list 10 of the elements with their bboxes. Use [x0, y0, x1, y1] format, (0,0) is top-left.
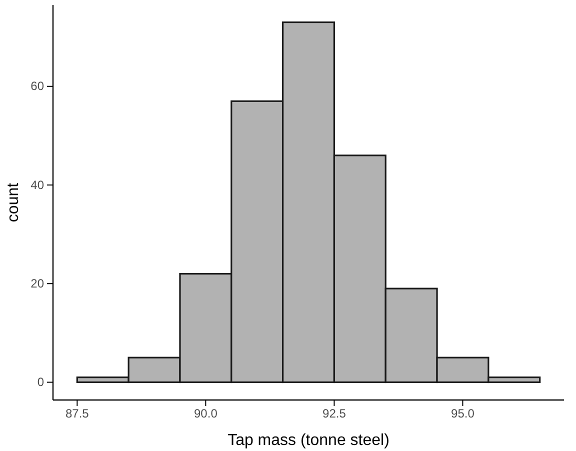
- y-tick-label: 20: [30, 276, 44, 290]
- y-tick-label: 40: [30, 178, 44, 192]
- y-tick-label: 60: [30, 79, 44, 94]
- x-tick-label: 90.0: [194, 406, 218, 421]
- x-tick-label: 95.0: [451, 406, 475, 421]
- y-axis-title: count: [5, 182, 22, 222]
- x-tick-label: 87.5: [65, 406, 90, 421]
- x-tick-label: 92.5: [322, 406, 346, 421]
- x-axis-title: Tap mass (tonne steel): [228, 432, 390, 449]
- y-tick-label: 0: [37, 375, 44, 390]
